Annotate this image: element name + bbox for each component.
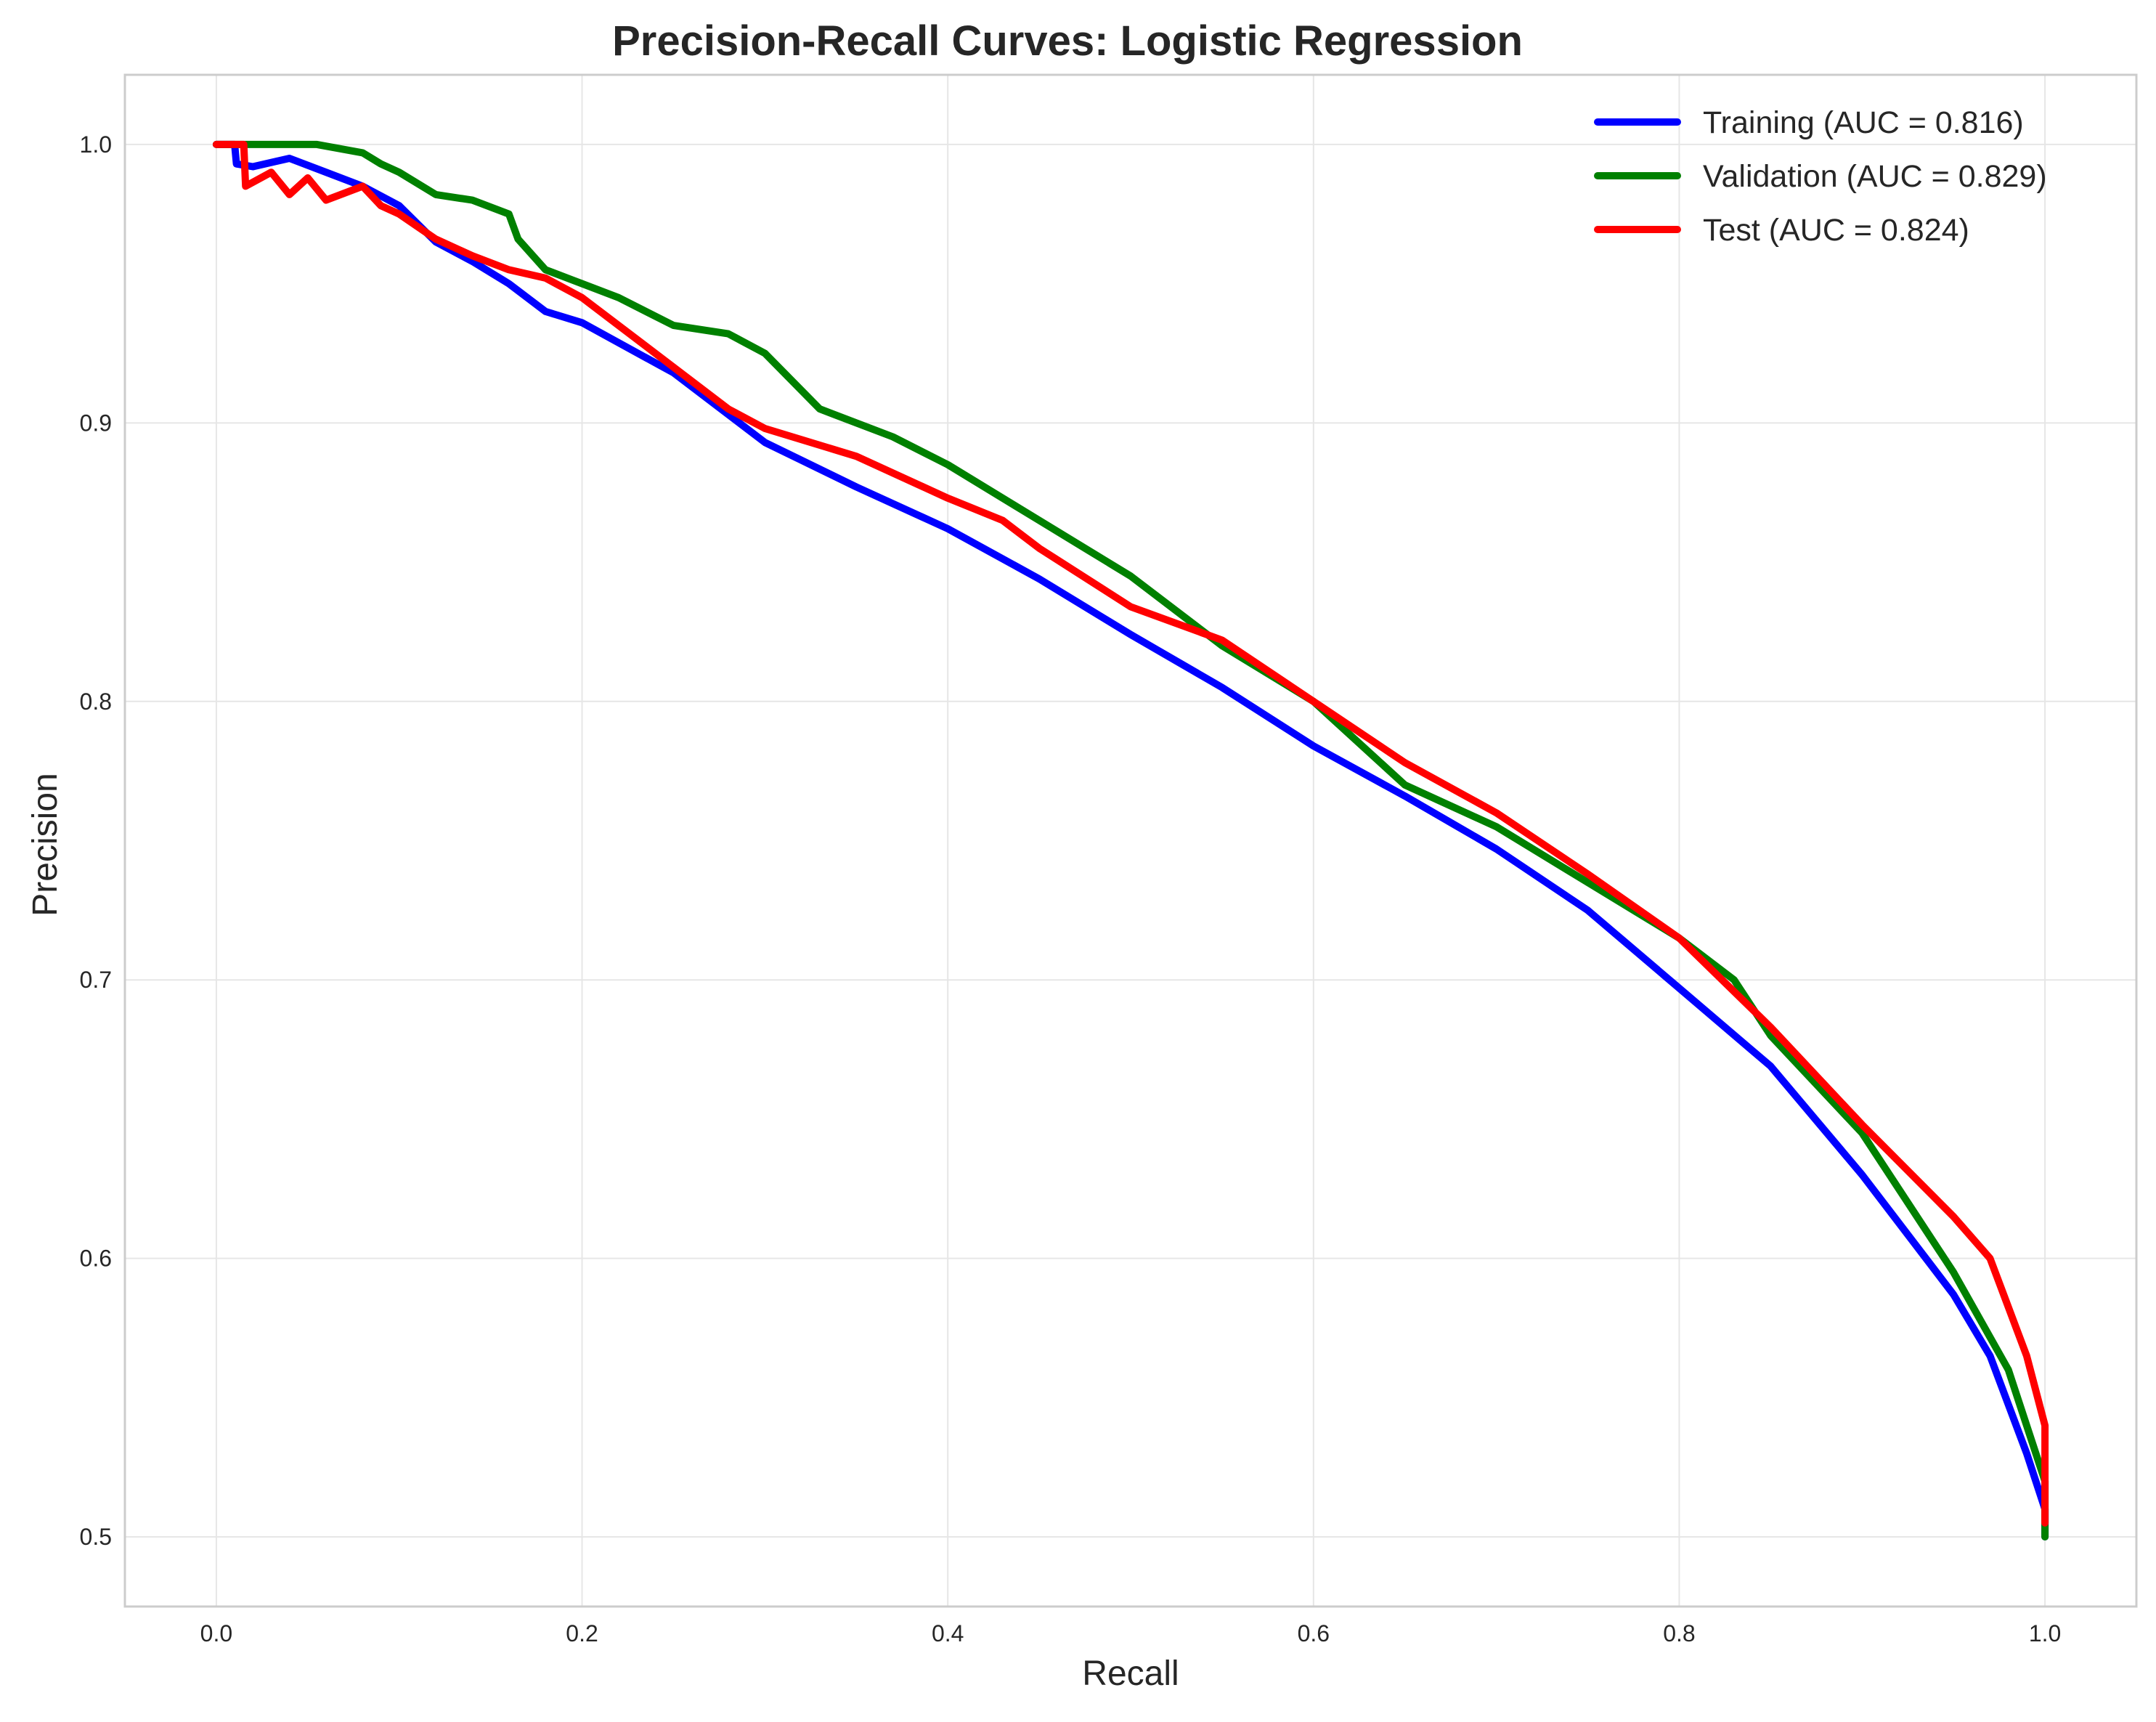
x-tick-label: 0.6	[1298, 1620, 1330, 1646]
x-tick-label: 0.8	[1663, 1620, 1695, 1646]
legend-label-2: Validation (AUC = 0.829)	[1703, 159, 2047, 194]
y-tick-label: 0.6	[80, 1246, 112, 1272]
x-tick-label: 1.0	[2029, 1620, 2061, 1646]
x-tick-label: 0.2	[566, 1620, 598, 1646]
series-line-1	[212, 140, 2049, 1541]
x-tick-label: 0.0	[200, 1620, 232, 1646]
plot-frame	[123, 73, 2138, 1608]
legend-label-3: Test (AUC = 0.824)	[1703, 213, 1969, 248]
y-tick-label: 0.8	[80, 689, 112, 715]
y-tick-label: 0.9	[80, 410, 112, 436]
x-axis-label: Recall	[1082, 1654, 1179, 1693]
grid-layer	[125, 75, 2136, 1607]
y-tick-label: 0.7	[80, 967, 112, 993]
x-tick-label: 0.4	[932, 1620, 964, 1646]
chart-title: Precision-Recall Curves: Logistic Regres…	[612, 17, 1523, 65]
legend: Training (AUC = 0.816) Validation (AUC = …	[1594, 105, 2047, 248]
y-tick-label: 0.5	[80, 1524, 112, 1550]
series-line-2	[212, 140, 2049, 1541]
ticks-layer: 0.0 0.2 0.4 0.6 0.8 1.0 0.5 0.6 0.7 0.8 0.9 1.0	[80, 131, 2062, 1646]
series-line-3	[212, 140, 2049, 1527]
y-tick-label: 1.0	[80, 131, 112, 158]
y-axis-label: Precision	[26, 773, 65, 916]
series-layer	[212, 140, 2049, 1541]
legend-label-1: Training (AUC = 0.816)	[1703, 105, 2024, 140]
